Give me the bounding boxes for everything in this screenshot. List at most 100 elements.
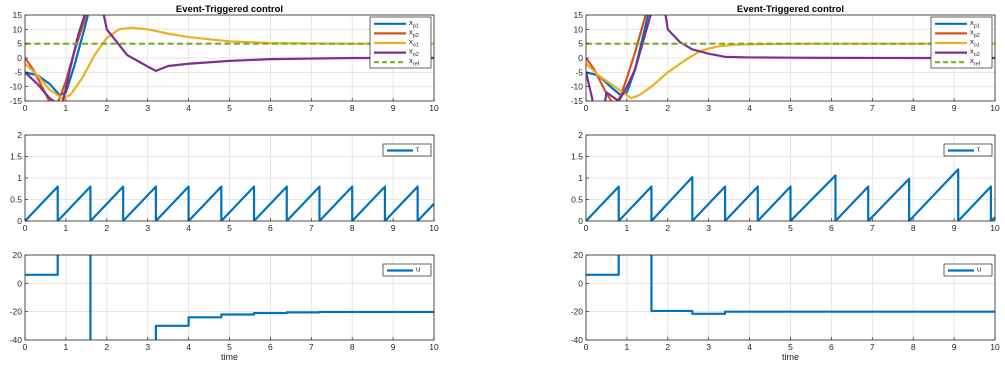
- chart1-series-4-line: [25, 15, 434, 101]
- chart4-ytick-label: 2: [578, 130, 583, 140]
- chart1-xtick-label: 4: [186, 103, 191, 113]
- chart3-ytick-label: 1: [17, 173, 22, 183]
- chart4-group: 0 1 2 3 4 5 6 7 8 9 10 0 0.5 1 1.5 2 τ: [571, 130, 1000, 233]
- chart3-xtick-label: 10: [429, 223, 439, 233]
- chart2-xtick-label: 6: [829, 103, 834, 113]
- chart1-legend-label-5: xref: [409, 56, 420, 67]
- chart2-ytick-label: 5: [578, 39, 583, 49]
- chart6-xtick-label: 1: [625, 342, 630, 352]
- chart5-series-group: [25, 255, 434, 340]
- chart2-series-3-line: [586, 42, 995, 100]
- chart2-xtick-label: 9: [952, 103, 957, 113]
- chart1-ytick-label: 10: [13, 24, 23, 34]
- chart5-xtick-label: 7: [309, 342, 314, 352]
- chart2-ytick-label: -10: [571, 82, 584, 92]
- chart2-legend-label-sub-3: o1: [974, 43, 980, 49]
- chart1-legend-label-sub-2: p2: [413, 33, 419, 39]
- chart4-xtick-label: 5: [788, 223, 793, 233]
- chart2-series-group: [586, 15, 995, 101]
- chart1-legend-label-3: xo1: [409, 37, 419, 49]
- chart1-xtick-label: 2: [104, 103, 109, 113]
- chart5-xtick-label: 2: [104, 342, 109, 352]
- chart1-series-2-line: [25, 15, 88, 101]
- chart3-xtick-label: 6: [268, 223, 273, 233]
- chart1-ytick-label: -15: [10, 96, 23, 106]
- chart1-title: Event-Triggered control: [176, 4, 283, 15]
- chart3-legend-label-1: τ: [416, 145, 419, 154]
- chart2-legend-label-3: xo1: [970, 37, 980, 49]
- chart6-xlabel: time: [782, 352, 799, 362]
- chart4-xtick-label: 4: [747, 223, 752, 233]
- chart6-series-group: [586, 255, 995, 315]
- chart3-xtick-label: 5: [227, 223, 232, 233]
- chart4-ytick-label: 1.5: [571, 152, 583, 162]
- chart1-xtick-label: 3: [145, 103, 150, 113]
- chart2-legend-label-2: xp2: [970, 27, 980, 39]
- chart5-ytick-label: 0: [17, 278, 22, 288]
- chart6-ytick-label: -40: [571, 335, 584, 345]
- chart5-ytick-label: -40: [10, 335, 23, 345]
- chart4-xtick-label: 8: [911, 223, 916, 233]
- chart3-xtick-label: 3: [145, 223, 150, 233]
- chart3-xtick-label: 2: [104, 223, 109, 233]
- chart6-xtick-label: 0: [584, 342, 589, 352]
- chart4-xtick-label: 0: [584, 223, 589, 233]
- chart2-series-4-line: [586, 15, 995, 101]
- chart4-xtick-label: 2: [665, 223, 670, 233]
- chart6-xtick-label: 6: [829, 342, 834, 352]
- chart6-xtick-label: 4: [747, 342, 752, 352]
- chart1-xtick-label: 0: [23, 103, 28, 113]
- chart3-ytick-label: 1.5: [10, 152, 22, 162]
- chart1-xtick-label: 10: [429, 103, 439, 113]
- chart4-ytick-label: 1: [578, 173, 583, 183]
- chart1-xtick-label: 8: [350, 103, 355, 113]
- chart5-xlabel: time: [221, 352, 238, 362]
- chart6-ytick-label: 0: [578, 278, 583, 288]
- chart1-group: 0 1 2 3 4 5 6 7 8 9 10 -15 -10 -5 0 5 10 15 Event-Triggere…: [10, 4, 439, 113]
- chart2-legend-label-sub-1: p1: [974, 23, 980, 29]
- chart3-xtick-label: 1: [64, 223, 69, 233]
- chart2-legend-label-4: xo2: [970, 47, 980, 59]
- chart1-legend-label-sub-5: ref: [413, 62, 420, 68]
- chart5-xtick-label: 10: [429, 342, 439, 352]
- chart3-xtick-label: 4: [186, 223, 191, 233]
- chart4-xtick-label: 3: [706, 223, 711, 233]
- chart6-ytick-label: -20: [571, 307, 584, 317]
- chart2-legend-label-sub-2: p2: [974, 33, 980, 39]
- chart2-xtick-label: 0: [584, 103, 589, 113]
- chart3-series-group: [25, 185, 434, 221]
- chart1-xtick-label: 7: [309, 103, 314, 113]
- chart4-xtick-label: 10: [990, 223, 1000, 233]
- chart6-group: 0 1 2 3 4 5 6 7 8 9 10 -40 -20 0 20 time u: [571, 250, 1000, 362]
- chart1-xtick-label: 6: [268, 103, 273, 113]
- chart2-title: Event-Triggered control: [737, 4, 844, 15]
- chart4-series-1-line: [586, 168, 995, 221]
- chart1-ytick-label: -10: [10, 82, 23, 92]
- chart4-legend-label-1: τ: [977, 145, 980, 154]
- chart1-xtick-label: 1: [64, 103, 69, 113]
- chart6-series-1-line: [586, 255, 995, 315]
- chart2-ytick-label: -5: [575, 67, 583, 77]
- chart3-ytick-label: 0: [17, 216, 22, 226]
- chart5-xtick-label: 3: [145, 342, 150, 352]
- chart2-ytick-label: 10: [574, 24, 584, 34]
- chart3-series-1-line: [25, 185, 434, 221]
- chart3-group: 0 1 2 3 4 5 6 7 8 9 10 0 0.5 1 1.5 2 τ: [10, 130, 439, 233]
- chart2-ytick-label: 15: [574, 10, 584, 20]
- chart1-ytick-label: -5: [14, 67, 22, 77]
- chart6-xtick-label: 7: [870, 342, 875, 352]
- chart1-legend-label-sub-4: o2: [413, 52, 419, 58]
- chart6-xtick-label: 5: [788, 342, 793, 352]
- chart6-legend-label-1: u: [977, 265, 981, 274]
- chart3-xtick-label: 7: [309, 223, 314, 233]
- chart6-legend: u: [943, 263, 993, 277]
- chart1-ytick-label: 5: [17, 39, 22, 49]
- chart6-xtick-label: 10: [990, 342, 1000, 352]
- chart1-xtick-label: 5: [227, 103, 232, 113]
- chart4-legend: τ: [943, 143, 993, 157]
- chart3-xtick-label: 9: [391, 223, 396, 233]
- chart3-ytick-label: 0.5: [10, 195, 22, 205]
